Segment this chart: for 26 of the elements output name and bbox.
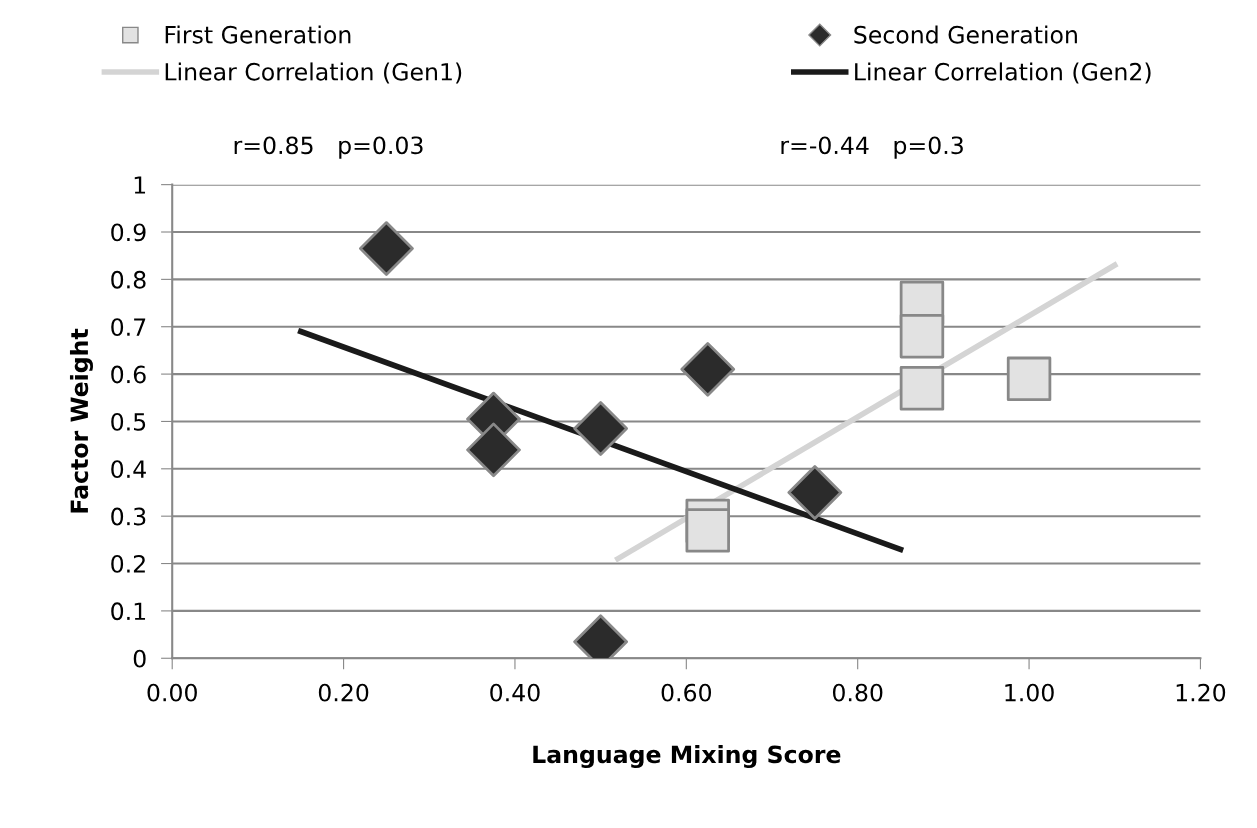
y-tick-label: 0.5 <box>111 412 146 431</box>
x-tick-label: 0.40 <box>490 683 540 702</box>
y-tick-label: 0.3 <box>111 507 146 526</box>
y-tick-label: 1 <box>134 176 146 194</box>
y-tick-label: 0.4 <box>111 460 146 479</box>
legend-label: First Generation <box>165 25 351 44</box>
y-tick-label: 0 <box>133 649 146 668</box>
x-axis-title: Language Mixing Score <box>533 745 841 769</box>
x-tick-label: 0.20 <box>318 683 369 702</box>
y-tick-label: 0.1 <box>111 602 146 621</box>
legend-label: Second Generation <box>854 25 1077 44</box>
legend-label: Linear Correlation (Gen2) <box>855 62 1151 84</box>
x-tick-label: 1.20 <box>1176 683 1226 702</box>
text: r=-0.44 p=0.3 <box>781 136 963 159</box>
legend-label: Linear Correlation (Gen1) <box>165 62 462 84</box>
x-tick-label: 0.60 <box>661 683 712 702</box>
y-tick-label: 0.7 <box>111 318 146 337</box>
x-tick-label: 0.00 <box>147 683 197 702</box>
y-axis-title: Factor Weight <box>69 328 93 513</box>
x-tick-label: 1.00 <box>1005 683 1054 702</box>
y-tick-label: 0.6 <box>111 365 146 384</box>
y-tick-label: 0.8 <box>111 270 146 289</box>
text: r=0.85 p=0.03 <box>234 136 423 159</box>
y-tick-label: 0.2 <box>111 554 145 573</box>
y-tick-label: 0.9 <box>111 223 146 242</box>
x-tick-label: 0.80 <box>832 683 883 702</box>
